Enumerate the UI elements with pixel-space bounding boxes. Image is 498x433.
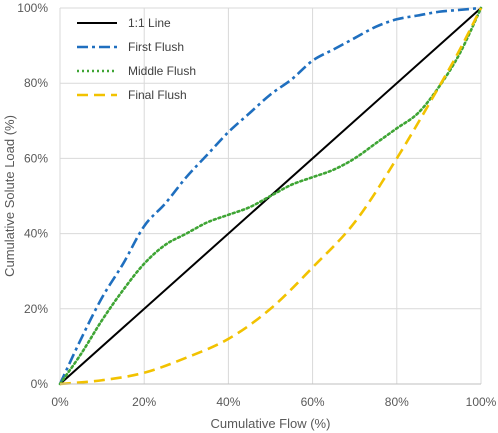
- tick-labels: 0% 20% 40% 60% 80% 100% 0% 20% 40% 60% 80% 100%: [17, 1, 496, 409]
- y-tick-label: 100%: [17, 1, 48, 15]
- series-layer: [58, 6, 483, 386]
- y-tick-label: 20%: [24, 302, 48, 316]
- x-tick-label: 40%: [216, 395, 240, 409]
- legend-label-middle-flush: Middle Flush: [128, 64, 196, 78]
- x-tick-label: 100%: [466, 395, 497, 409]
- x-tick-label: 0%: [51, 395, 69, 409]
- x-axis-title: Cumulative Flow (%): [211, 416, 331, 431]
- legend-label-1-1-line: 1:1 Line: [128, 16, 171, 30]
- y-axis-title: Cumulative Solute Load (%): [2, 115, 17, 277]
- gridlines: [59, 7, 482, 384]
- y-tick-label: 0%: [31, 377, 49, 391]
- y-tick-label: 60%: [24, 151, 48, 165]
- legend-label-first-flush: First Flush: [128, 40, 184, 54]
- legend-label-final-flush: Final Flush: [128, 88, 187, 102]
- series-line-middle-flush: [58, 6, 483, 386]
- series-line-first-flush: [58, 6, 482, 385]
- y-tick-label: 40%: [24, 227, 48, 241]
- legend: 1:1 Line First Flush Middle Flush Final Flu…: [77, 16, 196, 102]
- x-tick-label: 60%: [301, 395, 325, 409]
- x-tick-label: 20%: [132, 395, 156, 409]
- y-tick-label: 80%: [24, 76, 48, 90]
- x-tick-label: 80%: [385, 395, 409, 409]
